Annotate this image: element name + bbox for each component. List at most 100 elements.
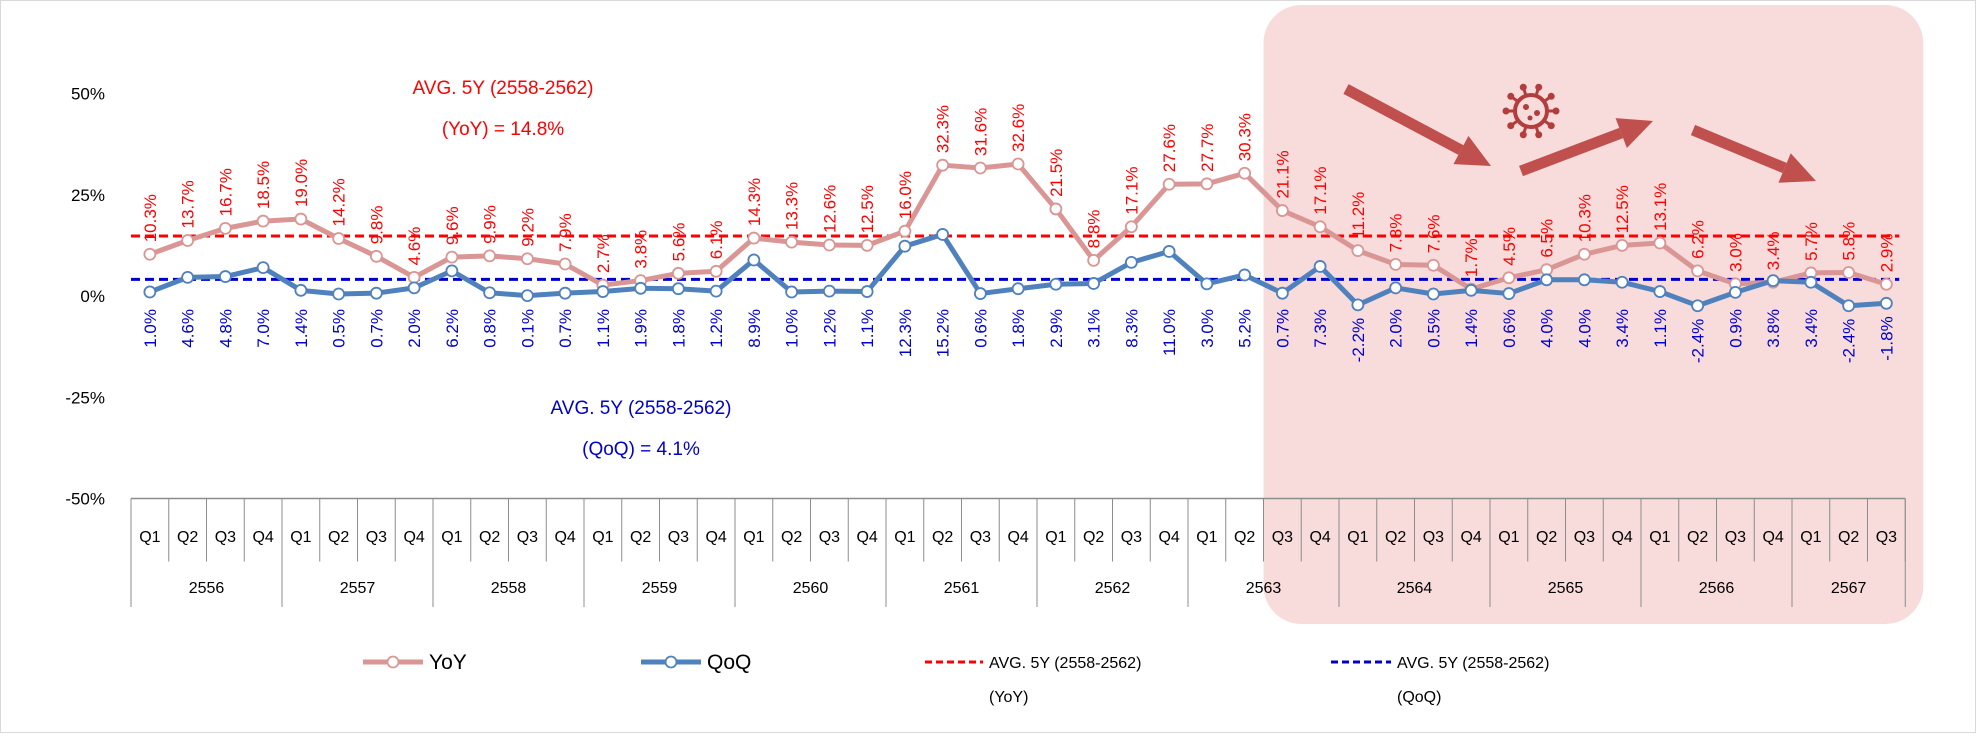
- quarter-tick-label: Q1: [894, 529, 915, 546]
- avg-yoy-annotation: (YoY) = 14.8%: [442, 119, 564, 140]
- quarter-tick-label: Q3: [819, 529, 840, 546]
- qoq-data-label: 7.3%: [1311, 309, 1330, 348]
- virus-spike-tip: [1552, 107, 1560, 115]
- qoq-data-label: 0.5%: [330, 309, 349, 348]
- yoy-data-label: 3.0%: [1726, 233, 1745, 272]
- trend-arrow-icon: [1690, 124, 1816, 183]
- qoq-data-label: 0.1%: [518, 309, 537, 348]
- qoq-point: [1879, 296, 1893, 310]
- qoq-data-label: 1.0%: [783, 309, 802, 348]
- yoy-data-label: 16.0%: [896, 171, 915, 219]
- quarter-tick-label: Q1: [139, 529, 160, 546]
- qoq-point: [407, 281, 421, 295]
- quarter-tick-label: Q4: [1460, 529, 1481, 546]
- yoy-data-label: 12.6%: [820, 185, 839, 233]
- qoq-data-label: 8.9%: [745, 309, 764, 348]
- qoq-data-label: 0.6%: [1500, 309, 1519, 348]
- quarter-tick-label: Q2: [1385, 529, 1406, 546]
- yoy-point: [936, 158, 950, 172]
- yoy-point: [1842, 266, 1856, 279]
- yoy-data-label: 21.1%: [1273, 150, 1292, 198]
- qoq-point: [558, 286, 572, 300]
- yoy-point: [520, 252, 534, 266]
- yoy-data-label: 6.2%: [1689, 220, 1708, 259]
- qoq-point: [1577, 273, 1591, 287]
- qoq-data-label: 3.1%: [1085, 309, 1104, 348]
- legend-qoq-marker: [664, 655, 678, 669]
- qoq-point: [520, 289, 534, 302]
- yoy-point: [1313, 220, 1327, 234]
- qoq-data-label: 1.8%: [1009, 309, 1028, 348]
- qoq-point: [1766, 274, 1780, 288]
- year-tick-label: 2562: [1095, 580, 1131, 597]
- qoq-point: [596, 285, 610, 298]
- yoy-data-label: 2.7%: [594, 234, 613, 273]
- qoq-point: [785, 285, 799, 299]
- yoy-data-label: 10.3%: [141, 194, 160, 242]
- quarter-tick-label: Q2: [1838, 529, 1859, 546]
- yoy-data-label: 2.9%: [1877, 234, 1896, 273]
- yoy-point: [483, 249, 497, 263]
- yoy-point: [709, 264, 723, 278]
- qoq-point: [936, 228, 950, 241]
- arrow-shaft: [1343, 84, 1464, 155]
- quarter-tick-label: Q4: [705, 529, 726, 546]
- quarter-tick-label: Q3: [517, 529, 538, 546]
- y-tick-label: -25%: [65, 388, 105, 407]
- qoq-data-label: 1.2%: [820, 309, 839, 348]
- yoy-point: [294, 212, 308, 226]
- yoy-point: [1653, 236, 1667, 250]
- quarter-tick-label: Q3: [215, 529, 236, 546]
- qoq-point: [1691, 299, 1705, 313]
- quarter-tick-label: Q3: [1272, 529, 1293, 546]
- yoy-data-label: 27.6%: [1160, 124, 1179, 172]
- qoq-point: [218, 270, 232, 283]
- qoq-data-label: 0.6%: [971, 309, 990, 348]
- quarter-tick-label: Q1: [290, 529, 311, 546]
- quarter-tick-label: Q2: [1687, 529, 1708, 546]
- qoq-data-label: 0.7%: [367, 309, 386, 348]
- yoy-data-label: 30.3%: [1236, 113, 1255, 161]
- qoq-point: [1615, 275, 1629, 289]
- yoy-point: [1200, 177, 1214, 191]
- yoy-point: [1162, 177, 1176, 191]
- yoy-point: [747, 231, 761, 245]
- year-tick-label: 2559: [642, 580, 678, 597]
- qoq-point: [1653, 285, 1667, 298]
- quarter-tick-label: Q4: [1158, 529, 1179, 546]
- quarter-tick-label: Q4: [1762, 529, 1783, 546]
- quarter-tick-label: Q2: [630, 529, 651, 546]
- yoy-point: [1577, 247, 1591, 261]
- quarter-tick-label: Q1: [1498, 529, 1519, 546]
- yoy-data-label: 10.3%: [1575, 194, 1594, 242]
- yoy-point: [1389, 258, 1403, 271]
- qoq-data-label: 1.1%: [594, 309, 613, 348]
- yoy-data-label: 7.9%: [556, 213, 575, 252]
- yoy-data-label: 13.1%: [1651, 183, 1670, 231]
- quarter-tick-label: Q4: [554, 529, 575, 546]
- arrow-shaft: [1519, 127, 1624, 177]
- yoy-point: [1238, 166, 1252, 180]
- qoq-data-label: 8.3%: [1122, 309, 1141, 348]
- qoq-point: [143, 285, 157, 299]
- yoy-data-label: 4.5%: [1500, 227, 1519, 266]
- qoq-point: [294, 283, 308, 297]
- qoq-point: [709, 284, 723, 298]
- qoq-data-label: -1.8%: [1877, 316, 1896, 360]
- qoq-point: [445, 264, 459, 278]
- virus-spike-tip: [1507, 122, 1515, 130]
- qoq-point: [860, 285, 874, 298]
- yoy-data-label: 17.1%: [1122, 167, 1141, 215]
- yoy-point: [671, 266, 685, 280]
- qoq-data-label: 3.8%: [1764, 309, 1783, 348]
- qoq-data-label: 4.6%: [179, 309, 198, 348]
- arrow-head: [1615, 118, 1653, 149]
- qoq-point: [1162, 245, 1176, 258]
- yoy-point: [369, 249, 383, 263]
- qoq-data-label: 1.4%: [292, 309, 311, 348]
- qoq-point: [256, 261, 270, 275]
- qoq-data-label: 3.0%: [1198, 309, 1217, 348]
- yoy-data-label: 12.5%: [1613, 185, 1632, 233]
- quarter-tick-label: Q2: [328, 529, 349, 546]
